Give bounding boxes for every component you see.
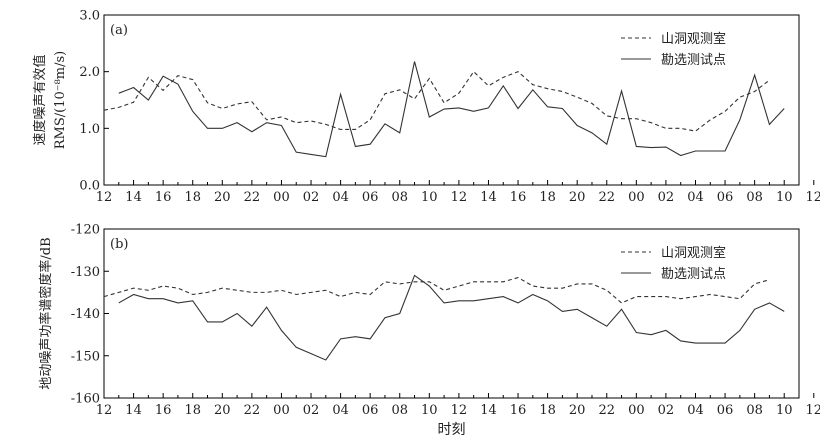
x-axis-label: 时刻: [438, 422, 466, 438]
panel-a-legend-label: 勘选测试点: [661, 53, 726, 68]
panel-b-ytick-label: -150: [71, 349, 100, 364]
panel-b-legend-label: 勘选测试点: [661, 267, 726, 282]
panel-a-ylabel-line2: RMS/(10⁻⁸m/s): [53, 51, 68, 150]
panel-a-xtick-label: 14: [480, 190, 497, 205]
panel-a-xtick-label: 08: [746, 190, 763, 205]
panel-a-xtick-label: 04: [687, 190, 704, 205]
panel-a-legend-label: 山洞观测室: [661, 31, 726, 47]
panel-a-xtick-label: 16: [155, 190, 172, 205]
panel-b-xtick-label: 22: [598, 403, 615, 418]
panel-b-xtick-label: 04: [332, 403, 349, 418]
panel-a-xtick-label: 22: [244, 190, 261, 205]
panel-a-xtick-label: 12: [96, 190, 113, 205]
panel-b-ytick-label: -160: [71, 392, 100, 407]
panel-a-xtick-label: 10: [776, 190, 793, 205]
panel-b-label: (b): [110, 237, 128, 252]
panel-b-xtick-label: 20: [569, 403, 586, 418]
panel-b-xtick-label: 02: [658, 403, 675, 418]
panel-a-ylabel-line1: 速度噪声有效值: [32, 54, 48, 145]
panel-a-xtick-label: 12: [806, 190, 820, 205]
panel-b-series-line-site: [118, 274, 785, 361]
panel-b-xtick-label: 12: [451, 403, 468, 418]
panel-b-xtick-label: 12: [96, 403, 113, 418]
panel-b-ytick-label: -130: [71, 265, 100, 280]
panel-b-xtick-label: 10: [421, 403, 438, 418]
panel-b-xtick-label: 20: [214, 403, 231, 418]
panel-b-legend-label: 山洞观测室: [661, 245, 726, 261]
panel-a-xtick-label: 06: [362, 190, 379, 205]
panel-a-series-line-cave: [103, 70, 770, 132]
panel-a-xtick-label: 00: [273, 190, 290, 205]
panel-b-ylabel: 地动噪声功率谱密度率/dB: [38, 237, 54, 389]
panel-b-xtick-label: 18: [184, 403, 201, 418]
panel-b-xtick-label: 10: [776, 403, 793, 418]
panel-a-xtick-label: 16: [510, 190, 527, 205]
panel-b-xtick-label: 16: [510, 403, 527, 418]
panel-b-ytick-label: -140: [71, 307, 100, 322]
panel-b-xtick-label: 02: [303, 403, 320, 418]
panel-a-xtick-label: 02: [658, 190, 675, 205]
panel-a-label: (a): [110, 23, 128, 38]
panel-b-xtick-label: 00: [273, 403, 290, 418]
panel-b-xtick-label: 18: [539, 403, 556, 418]
panel-a-xtick-label: 22: [598, 190, 615, 205]
panel-a-xtick-label: 00: [628, 190, 645, 205]
panel-b-xtick-label: 06: [717, 403, 734, 418]
panel-b-xtick-label: 04: [687, 403, 704, 418]
panel-a-xtick-label: 20: [214, 190, 231, 205]
panel-b-xtick-label: 14: [480, 403, 497, 418]
panel-a-xtick-label: 20: [569, 190, 586, 205]
panel-b-xtick-label: 14: [125, 403, 142, 418]
panel-a-xtick-label: 02: [303, 190, 320, 205]
panel-a-ytick-label: 3.0: [79, 9, 100, 24]
panel-b-xtick-label: 08: [746, 403, 763, 418]
panel-b-xtick-label: 08: [391, 403, 408, 418]
panel-b-xtick-label: 06: [362, 403, 379, 418]
panel-b-xtick-label: 16: [155, 403, 172, 418]
panel-a-xtick-label: 18: [184, 190, 201, 205]
panel-b-xtick-label: 12: [806, 403, 820, 418]
panel-a-xtick-label: 06: [717, 190, 734, 205]
panel-a-xtick-label: 14: [125, 190, 142, 205]
panel-b-xtick-label: 00: [628, 403, 645, 418]
panel-a-ytick-label: 0.0: [79, 179, 100, 194]
panel-b-ytick-label: -120: [71, 223, 100, 238]
panel-b-xtick-label: 22: [244, 403, 261, 418]
panel-a-xtick-label: 18: [539, 190, 556, 205]
panel-a-xtick-label: 04: [332, 190, 349, 205]
panel-b-series-line-cave: [103, 276, 770, 304]
panel-a-frame: [103, 14, 800, 186]
panel-a-xtick-label: 08: [391, 190, 408, 205]
panel-a-ytick-label: 2.0: [79, 65, 100, 80]
panel-a-series-line-site: [118, 61, 785, 158]
panel-a-xtick-label: 10: [421, 190, 438, 205]
panel-a-xtick-label: 12: [451, 190, 468, 205]
panel-a-ytick-label: 1.0: [79, 122, 100, 137]
